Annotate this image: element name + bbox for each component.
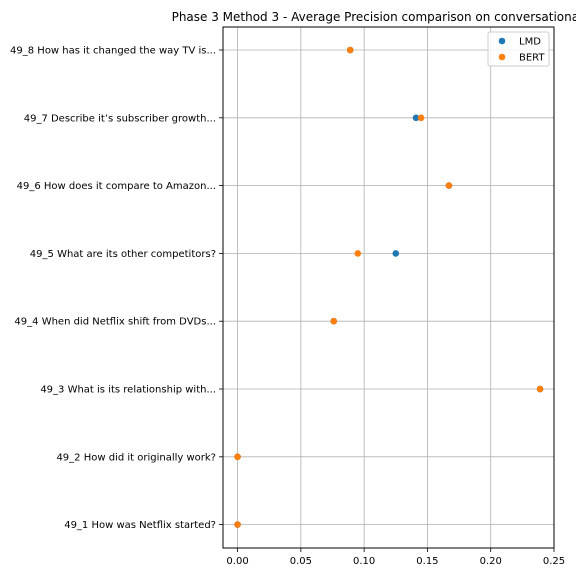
grid-lines (223, 27, 555, 548)
y-tick-label: 49_3 What is its relationship with... (40, 385, 216, 396)
y-tick-label: 49_5 What are its other competitors? (30, 249, 216, 260)
data-point-bert (536, 385, 544, 393)
data-point-bert (417, 114, 425, 122)
x-tick-label: 0.00 (226, 556, 248, 567)
data-point-bert (354, 250, 362, 257)
legend-label: BERT (519, 53, 545, 64)
y-tick-label: 49_1 How was Netflix started? (64, 520, 216, 531)
y-tick-label: 49_2 How did it originally work? (56, 452, 216, 463)
x-axis-ticks: 0.00 0.05 0.10 0.15 0.20 0.25 (226, 548, 565, 567)
data-point-bert (330, 317, 338, 325)
legend-marker (498, 37, 506, 45)
data-point-lmd (392, 250, 400, 257)
x-tick-label: 0.25 (543, 556, 565, 567)
x-tick-label: 0.15 (416, 556, 438, 567)
y-tick-label: 49_6 How does it compare to Amazon... (17, 181, 216, 192)
x-tick-label: 0.20 (480, 556, 502, 567)
plot-area-frame (222, 26, 555, 549)
data-points (234, 46, 544, 528)
y-tick-label: 49_4 When did Netflix shift from DVDs... (14, 317, 216, 328)
data-point-lmd (412, 114, 420, 122)
legend-marker (498, 53, 506, 61)
x-tick-label: 0.05 (290, 556, 312, 567)
data-point-bert (234, 453, 241, 461)
y-tick-label: 49_8 How has it changed the way TV is... (10, 46, 216, 57)
chart-title: Phase 3 Method 3 - Average Precision com… (172, 10, 576, 24)
legend-label: LMD (519, 37, 541, 48)
data-point-bert (445, 182, 453, 189)
data-point-bert (346, 46, 354, 54)
x-tick-label: 0.10 (353, 556, 375, 567)
y-axis-ticks: 49_1 How was Netflix started? 49_2 How di… (10, 46, 223, 531)
legend: LMD BERT (487, 31, 550, 67)
data-point-bert (234, 521, 241, 528)
y-tick-label: 49_7 Describe it’s subscriber growth... (24, 113, 216, 124)
